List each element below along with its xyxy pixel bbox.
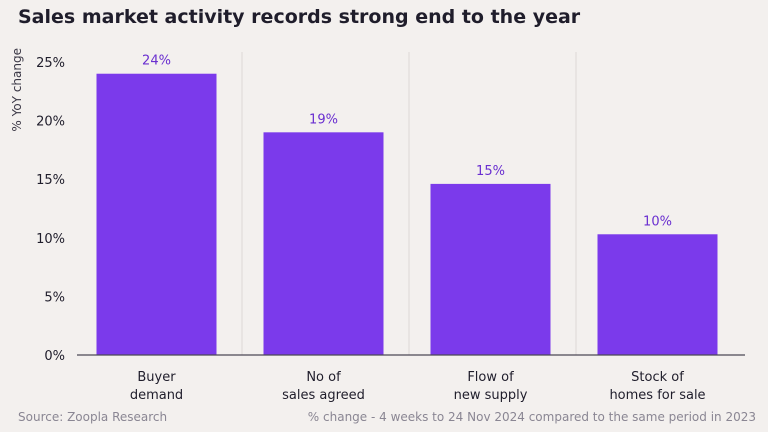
data-label: 19%	[309, 112, 338, 127]
data-label: 10%	[643, 214, 672, 229]
bar	[263, 132, 384, 355]
category-label: sales agreed	[282, 388, 365, 403]
y-tick-label: 25%	[36, 56, 65, 71]
source-note: Source: Zoopla Research	[18, 410, 168, 424]
category-label: homes for sale	[609, 388, 705, 403]
y-tick-label: 10%	[36, 232, 65, 247]
y-tick-label: 20%	[36, 115, 65, 130]
category-label: new supply	[454, 388, 528, 403]
y-tick-label: 0%	[44, 349, 65, 364]
bar	[96, 73, 217, 355]
bar	[597, 234, 718, 355]
category-label: Stock of	[631, 370, 684, 385]
data-label: 15%	[476, 164, 505, 179]
bar	[430, 183, 551, 355]
category-label: Buyer	[137, 370, 176, 385]
data-label: 24%	[142, 54, 171, 69]
y-tick-label: 5%	[44, 290, 65, 305]
category-label: No of	[306, 370, 341, 385]
y-tick-label: 15%	[36, 173, 65, 188]
chart-title: Sales market activity records strong end…	[18, 6, 581, 28]
category-label: demand	[130, 388, 183, 403]
category-label: Flow of	[467, 370, 514, 385]
period-note: % change - 4 weeks to 24 Nov 2024 compar…	[307, 410, 756, 424]
